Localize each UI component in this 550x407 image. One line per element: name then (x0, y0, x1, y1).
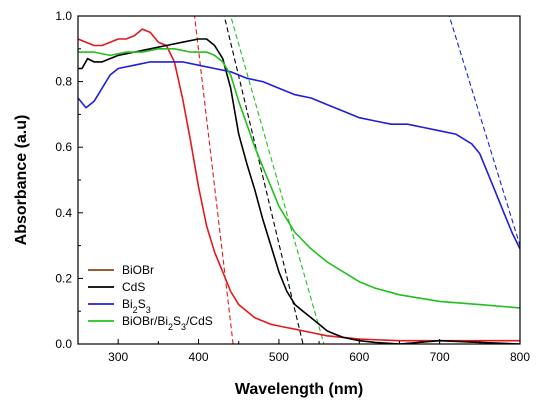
tangent-line-bi2s3 (448, 16, 520, 246)
legend-label: CdS (122, 280, 145, 294)
x-tick-label: 800 (510, 350, 530, 364)
x-tick-label: 600 (349, 350, 369, 364)
series-line-biobr-bi2s3-cds (78, 48, 520, 309)
y-tick-label: 0.6 (55, 140, 72, 154)
series-line-bi2s3 (78, 61, 520, 250)
legend-label: BiOBr/Bi2S3/CdS (122, 314, 213, 332)
tangent-lines (193, 16, 520, 344)
legend-label: Bi2S3 (122, 297, 151, 315)
x-tick-label: 400 (189, 350, 209, 364)
y-tick-label: 0.4 (55, 206, 72, 220)
y-tick-label: 0.8 (55, 75, 72, 89)
axes: 300 400 500 600 700 800 0.0 0.2 0.4 0.6 0.8 1.0 (55, 9, 530, 364)
x-axis-title: Wavelength (nm) (235, 381, 363, 398)
x-tick-label: 300 (108, 350, 128, 364)
series-lines (78, 28, 520, 344)
tangent-line-biobr-bi2s3-cds (230, 16, 325, 344)
plot-frame (77, 15, 521, 345)
series-line-cds (78, 38, 520, 344)
x-tick-label: 500 (269, 350, 289, 364)
tangent-line-cds (223, 16, 304, 344)
y-tick-label: 0.0 (55, 337, 72, 351)
y-tick-label: 0.2 (55, 271, 72, 285)
x-tick-label: 700 (430, 350, 450, 364)
legend-label: BiOBr (122, 263, 154, 277)
series-line-biobr (78, 28, 520, 342)
y-axis-title: Absorbance (a.u) (13, 115, 30, 246)
y-tick-label: 1.0 (55, 9, 72, 23)
